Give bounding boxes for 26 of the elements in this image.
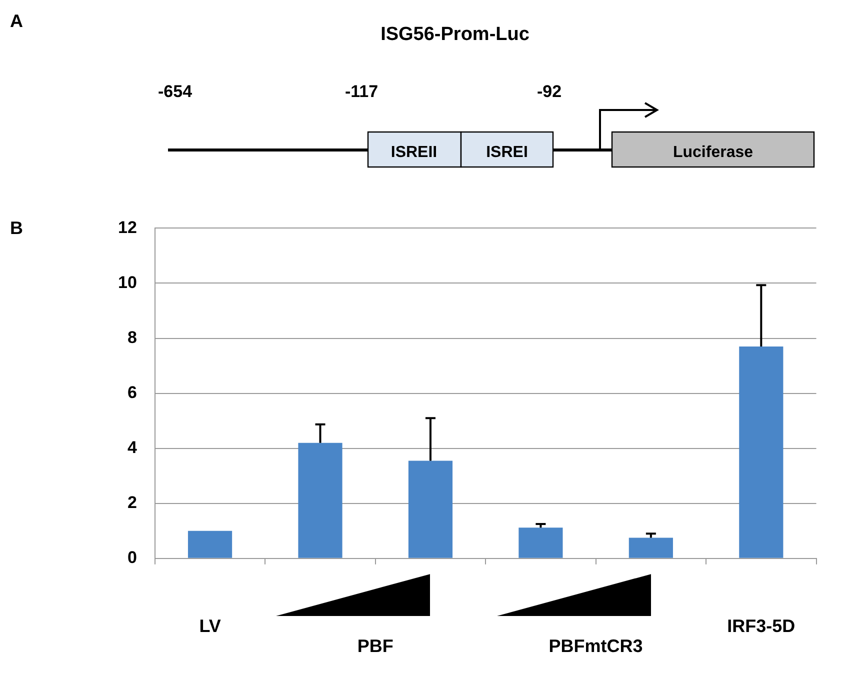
y-tick-label: 12 xyxy=(118,218,137,237)
text: -92 xyxy=(537,82,562,101)
bar xyxy=(628,538,673,558)
bar xyxy=(298,442,342,558)
y-tick-label: 4 xyxy=(127,438,138,458)
text: A xyxy=(10,11,23,31)
bar xyxy=(739,346,784,558)
text: ISREI xyxy=(486,144,528,161)
bar xyxy=(408,460,453,558)
text: -654 xyxy=(158,82,193,101)
y-tick-label: 10 xyxy=(118,272,137,292)
y-tick-label: 8 xyxy=(127,328,137,347)
x-tick-label: LV xyxy=(199,616,221,636)
y-tick-label: 0 xyxy=(127,548,137,568)
text: ISREII xyxy=(390,144,438,161)
text: B xyxy=(10,218,23,239)
text: PBF xyxy=(356,636,394,658)
text: -117 xyxy=(345,82,378,101)
text: PBFmtCR3 xyxy=(548,636,644,658)
text: ISG56-Prom-Luc xyxy=(380,24,530,45)
bar xyxy=(188,530,232,558)
y-tick-label: 6 xyxy=(127,382,137,402)
y-tick-label: 2 xyxy=(127,493,137,512)
x-tick-label: IRF3-5D xyxy=(727,616,796,636)
bar xyxy=(518,528,563,558)
text: Luciferase xyxy=(672,144,754,161)
